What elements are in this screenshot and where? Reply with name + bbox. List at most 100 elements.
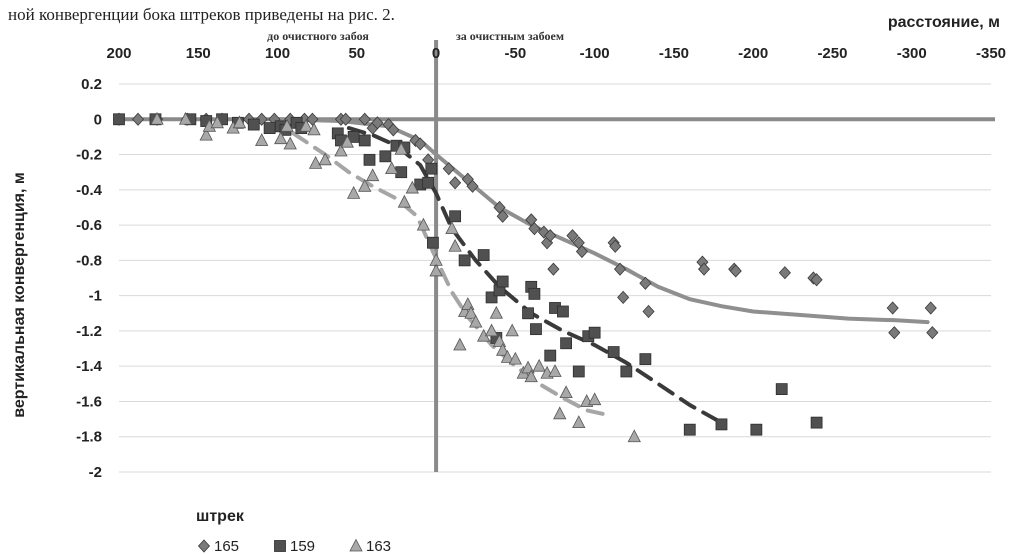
data-point-163: [178, 111, 193, 125]
y-tick-label: -0.8: [76, 252, 102, 269]
data-point-165: [496, 209, 509, 223]
data-point-163: [340, 134, 354, 148]
data-point-163: [572, 415, 586, 429]
data-point-163: [508, 351, 523, 365]
data-point-165: [639, 276, 652, 290]
data-point-163: [255, 133, 269, 146]
data-point-165: [466, 179, 479, 193]
x-tick-label: 150: [186, 45, 211, 62]
data-point-163: [448, 238, 462, 252]
data-point-165: [888, 326, 901, 340]
x-tick-label: -350: [976, 45, 1006, 62]
data-point-163: [548, 364, 562, 377]
data-point-165: [697, 262, 711, 276]
data-point-165: [566, 229, 579, 243]
data-point-159: [528, 287, 541, 300]
data-point-163: [416, 217, 431, 231]
data-point-159: [449, 210, 462, 223]
data-point-159: [557, 305, 569, 318]
y-tick-label: -1.8: [76, 429, 102, 446]
data-point-163: [299, 118, 313, 132]
data-point-163: [307, 122, 321, 136]
data-point-163: [553, 406, 567, 420]
data-point-159: [560, 337, 572, 350]
data-point-159: [247, 118, 260, 131]
data-point-163: [464, 305, 478, 319]
data-point-165: [609, 239, 622, 253]
data-point-159: [775, 383, 788, 396]
data-point-159: [544, 349, 557, 362]
data-point-165: [575, 244, 588, 259]
y-tick-label: 0.2: [81, 76, 102, 93]
data-point-159: [639, 353, 652, 366]
data-point-163: [627, 429, 641, 443]
y-tick-label: 0: [94, 111, 102, 128]
data-point-159: [477, 249, 490, 261]
data-point-159: [683, 423, 696, 436]
data-point-159: [458, 254, 471, 267]
data-point-163: [394, 141, 408, 155]
series-165: [112, 112, 939, 340]
data-point-165: [544, 229, 557, 243]
data-point-165: [358, 112, 371, 126]
header-text: ной конвергенции бока штреков приведены …: [8, 5, 395, 24]
y-tick-label: -1.2: [76, 323, 102, 340]
y-tick-label: -1: [89, 288, 102, 305]
data-point-165: [414, 137, 427, 151]
legend-marker-165: [197, 539, 211, 553]
data-point-163: [496, 342, 510, 356]
legend-marker-163: [349, 538, 363, 552]
data-point-159: [113, 113, 125, 126]
data-point-163: [559, 385, 573, 399]
data-point-163: [308, 155, 323, 169]
data-point-163: [405, 180, 419, 194]
legend-item-165: 165: [197, 538, 239, 554]
x-tick-labels: 200 150 100 50 0 -50 -100 -150 -200 -250 -300 -350: [106, 45, 1006, 62]
data-point-163: [318, 152, 332, 166]
data-point-163: [385, 161, 399, 175]
data-point-163: [461, 297, 475, 310]
x-tick-label: -100: [580, 45, 610, 62]
data-point-163: [484, 323, 499, 337]
data-point-163: [210, 115, 224, 129]
data-point-159: [496, 275, 509, 288]
x-tick-label: -250: [817, 45, 847, 62]
data-point-159: [522, 307, 534, 320]
legend-marker-159: [274, 540, 286, 552]
legend-label-159: 159: [290, 538, 315, 554]
y-tick-label: -0.2: [76, 147, 102, 164]
trendline-165: [275, 117, 930, 325]
y-tick-label: -1.4: [76, 358, 103, 375]
data-point-165: [886, 301, 899, 315]
data-point-159: [530, 323, 542, 336]
data-point-159: [715, 418, 728, 431]
legend-label-163: 163: [366, 538, 391, 554]
data-point-163: [445, 221, 459, 235]
data-point-165: [442, 162, 455, 176]
data-point-165: [617, 290, 630, 304]
legend-title: штрек: [196, 508, 245, 525]
trendline-163: [291, 131, 605, 416]
data-point-163: [524, 369, 538, 383]
data-point-165: [926, 326, 939, 340]
data-point-165: [810, 273, 823, 287]
horizontal-gridlines: [119, 83, 991, 473]
data-point-163: [346, 185, 361, 199]
axes: [119, 40, 995, 472]
data-point-163: [280, 118, 294, 132]
data-point-165: [306, 112, 319, 126]
x-tick-label: -300: [897, 45, 927, 62]
data-point-163: [334, 143, 348, 157]
data-point-165: [371, 116, 384, 130]
data-point-163: [532, 358, 546, 372]
y-tick-label: -2: [89, 464, 102, 481]
data-point-159: [620, 365, 633, 378]
data-point-159: [750, 423, 763, 436]
data-point-165: [528, 222, 541, 236]
data-point-165: [924, 301, 937, 315]
legend: штрек 165 159 163: [196, 508, 391, 554]
y-tick-label: -1.6: [76, 393, 102, 410]
x-axis-title: расстояние, м: [888, 14, 1000, 31]
data-point-159: [358, 134, 371, 147]
